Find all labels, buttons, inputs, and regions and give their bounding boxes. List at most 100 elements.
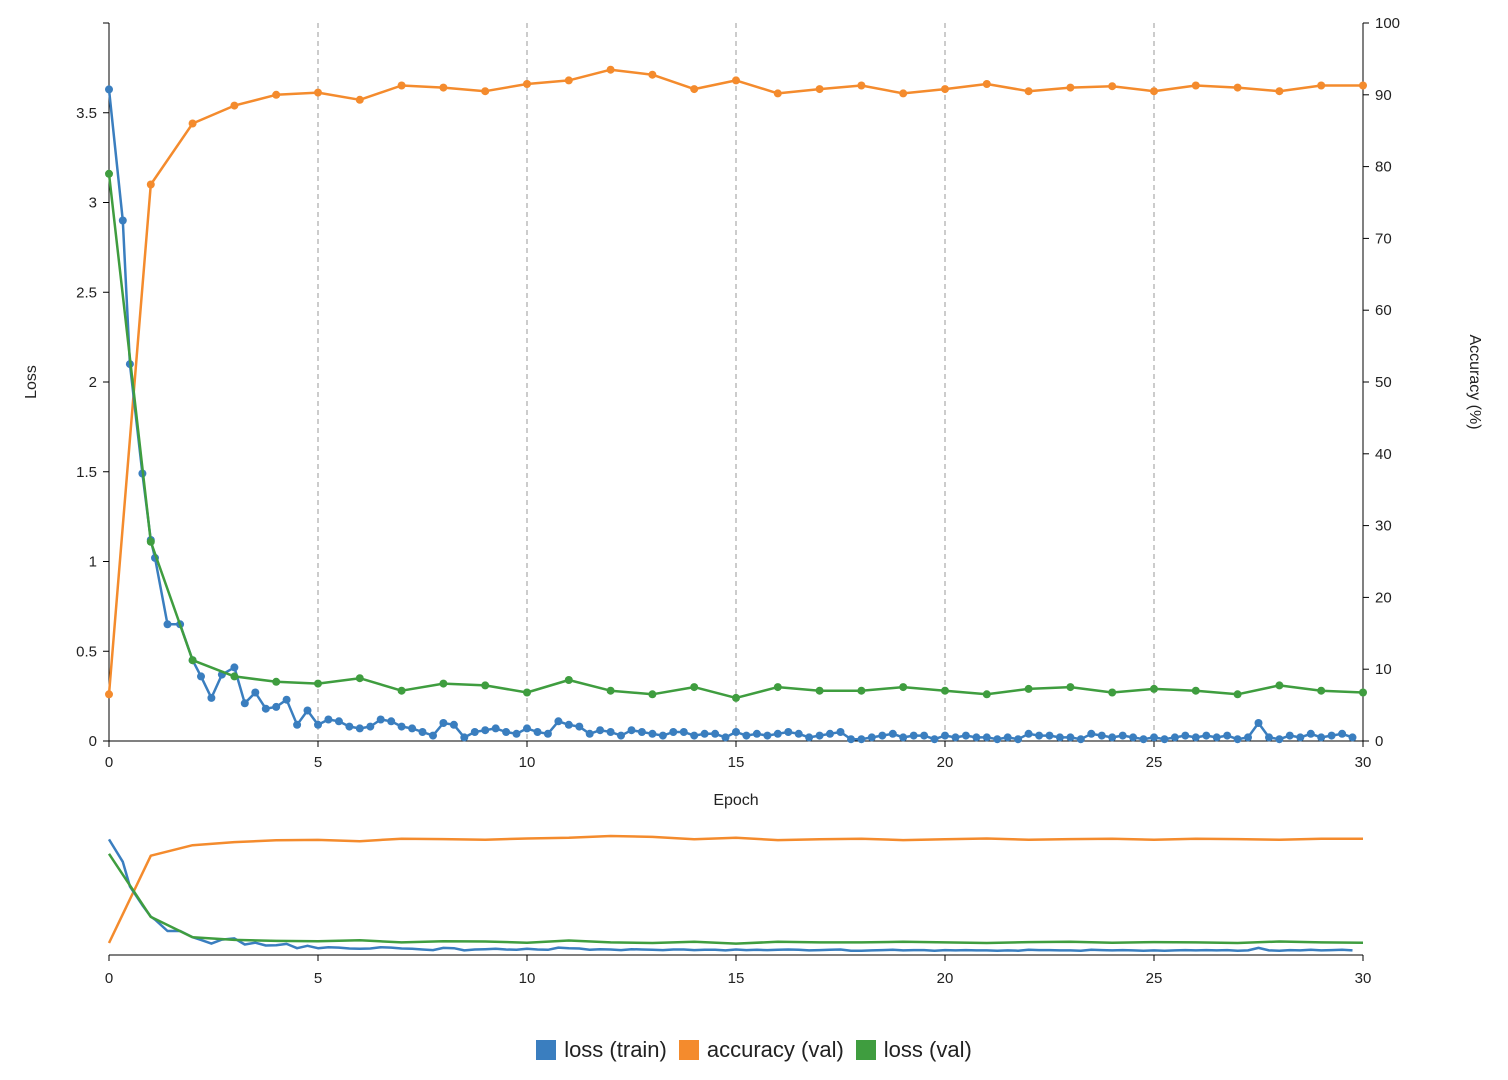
point-loss-val-30[interactable]	[1359, 688, 1367, 697]
point-loss-val-1[interactable]	[146, 537, 155, 546]
point-loss-train-113[interactable]	[1285, 731, 1294, 740]
point-loss-train-46[interactable]	[585, 729, 594, 738]
point-loss-val-12[interactable]	[606, 686, 615, 695]
point-loss-train-86[interactable]	[1003, 733, 1012, 742]
point-accuracy-val-21[interactable]	[982, 80, 991, 88]
point-loss-train-91[interactable]	[1055, 733, 1064, 742]
point-accuracy-val-25[interactable]	[1150, 87, 1158, 96]
point-loss-val-15[interactable]	[732, 693, 740, 702]
point-accuracy-val-22[interactable]	[1024, 87, 1033, 96]
point-loss-train-65[interactable]	[784, 728, 793, 736]
point-loss-val-24[interactable]	[1108, 688, 1117, 697]
point-loss-train-98[interactable]	[1129, 733, 1138, 742]
point-accuracy-val-3[interactable]	[230, 101, 239, 110]
point-loss-val-19[interactable]	[899, 683, 908, 692]
point-accuracy-val-24[interactable]	[1108, 82, 1117, 91]
point-loss-train-38[interactable]	[502, 728, 511, 736]
point-accuracy-val-23[interactable]	[1066, 83, 1075, 92]
point-loss-val-27[interactable]	[1233, 690, 1242, 699]
point-loss-train-87[interactable]	[1014, 735, 1023, 744]
point-loss-train-40[interactable]	[523, 724, 531, 733]
point-loss-val-22[interactable]	[1024, 684, 1033, 693]
point-loss-val-21[interactable]	[982, 690, 991, 699]
point-loss-val-28[interactable]	[1275, 681, 1284, 690]
point-loss-train-67[interactable]	[805, 733, 814, 742]
point-loss-train-54[interactable]	[669, 728, 678, 736]
point-loss-train-9[interactable]	[197, 672, 205, 681]
point-loss-train-50[interactable]	[627, 726, 636, 735]
point-loss-train-85[interactable]	[993, 735, 1002, 744]
point-loss-val-7[interactable]	[397, 686, 406, 695]
point-loss-val-14[interactable]	[690, 683, 699, 692]
point-loss-train-74[interactable]	[878, 731, 887, 740]
point-loss-train-25[interactable]	[366, 722, 375, 731]
point-loss-train-77[interactable]	[909, 731, 918, 740]
point-loss-train-109[interactable]	[1244, 733, 1252, 742]
point-loss-train-18[interactable]	[293, 720, 302, 729]
point-loss-val-5[interactable]	[314, 679, 322, 688]
point-loss-train-43[interactable]	[554, 717, 563, 726]
point-accuracy-val-20[interactable]	[941, 85, 949, 94]
point-loss-train-90[interactable]	[1045, 731, 1054, 740]
point-loss-train-111[interactable]	[1265, 733, 1273, 742]
point-accuracy-val-18[interactable]	[857, 81, 866, 90]
point-loss-val-17[interactable]	[815, 686, 824, 695]
point-loss-train-107[interactable]	[1223, 731, 1232, 740]
point-accuracy-val-14[interactable]	[690, 85, 699, 94]
point-loss-train-34[interactable]	[460, 733, 469, 742]
point-loss-train-75[interactable]	[888, 729, 897, 738]
point-loss-val-8[interactable]	[439, 679, 448, 688]
point-loss-train-52[interactable]	[648, 729, 657, 738]
point-loss-train-83[interactable]	[972, 733, 981, 742]
point-loss-train-61[interactable]	[742, 731, 751, 740]
point-loss-train-93[interactable]	[1076, 735, 1085, 744]
point-accuracy-val-6[interactable]	[355, 95, 364, 104]
point-loss-train-28[interactable]	[397, 722, 406, 731]
point-loss-train-103[interactable]	[1181, 731, 1190, 740]
point-loss-train-22[interactable]	[334, 717, 343, 726]
point-loss-train-80[interactable]	[941, 731, 949, 740]
point-loss-train-79[interactable]	[930, 735, 939, 744]
legend-item-loss-train[interactable]: loss (train)	[536, 1037, 667, 1063]
point-loss-val-4[interactable]	[272, 677, 281, 686]
point-loss-train-116[interactable]	[1317, 733, 1326, 742]
point-loss-train-35[interactable]	[470, 728, 479, 736]
point-loss-train-36[interactable]	[481, 726, 490, 735]
point-loss-train-69[interactable]	[826, 729, 834, 738]
point-loss-train-71[interactable]	[847, 735, 855, 744]
point-loss-train-58[interactable]	[711, 729, 720, 738]
point-loss-val-18[interactable]	[857, 686, 866, 695]
point-loss-val-20[interactable]	[941, 686, 949, 695]
point-loss-train-27[interactable]	[387, 717, 396, 726]
point-loss-val-26[interactable]	[1191, 686, 1200, 695]
point-accuracy-val-4[interactable]	[272, 90, 281, 99]
point-loss-val-16[interactable]	[773, 683, 782, 692]
point-accuracy-val-27[interactable]	[1233, 83, 1242, 92]
point-loss-train-33[interactable]	[449, 720, 458, 729]
point-loss-train-108[interactable]	[1233, 735, 1242, 744]
point-accuracy-val-16[interactable]	[773, 89, 782, 98]
point-loss-train-16[interactable]	[272, 702, 281, 711]
point-loss-train-105[interactable]	[1202, 731, 1211, 740]
point-loss-train-114[interactable]	[1296, 733, 1305, 742]
point-loss-train-53[interactable]	[658, 731, 667, 740]
point-loss-train-44[interactable]	[564, 720, 573, 729]
point-loss-train-117[interactable]	[1327, 731, 1336, 740]
point-loss-val-6[interactable]	[355, 674, 364, 683]
point-accuracy-val-9[interactable]	[481, 87, 490, 96]
point-loss-train-30[interactable]	[418, 728, 427, 736]
point-loss-val-23[interactable]	[1066, 683, 1075, 692]
point-loss-train-64[interactable]	[773, 729, 782, 738]
point-loss-train-118[interactable]	[1338, 729, 1347, 738]
point-loss-train-96[interactable]	[1108, 733, 1117, 742]
point-accuracy-val-15[interactable]	[732, 76, 740, 85]
point-loss-val-25[interactable]	[1150, 684, 1158, 693]
point-loss-train-119[interactable]	[1348, 733, 1357, 742]
point-loss-train-72[interactable]	[857, 735, 866, 744]
point-loss-train-97[interactable]	[1118, 731, 1127, 740]
point-accuracy-val-26[interactable]	[1191, 81, 1200, 90]
point-loss-train-1[interactable]	[118, 216, 127, 225]
overview-chart[interactable]: 0 5 10 15 20 25 30	[105, 834, 1372, 987]
point-loss-train-57[interactable]	[700, 729, 709, 738]
point-loss-train-20[interactable]	[314, 720, 322, 729]
